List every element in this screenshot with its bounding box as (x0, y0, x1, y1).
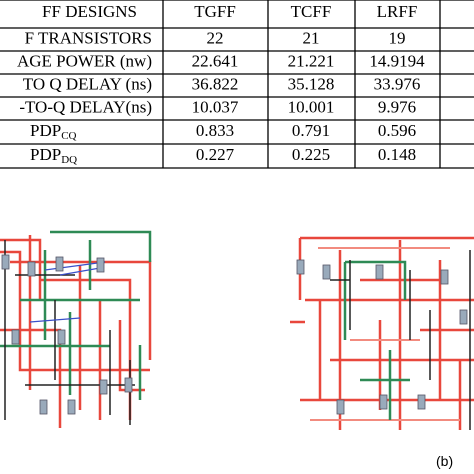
row-label-text: TO Q DELAY (ns) (23, 74, 152, 93)
table-cell: 21 (303, 28, 320, 47)
table-cell: 21.221 (288, 51, 335, 70)
table-cell: 10.001 (288, 97, 335, 116)
circuit-b (290, 236, 474, 430)
table-cell: 0.225 (292, 145, 330, 164)
circuit-a (0, 230, 152, 428)
table-cell: 14.9194 (369, 51, 425, 70)
table-cell: 0.148 (378, 145, 416, 164)
table-cell: 22 (207, 28, 224, 47)
table-cell: 0.227 (196, 145, 235, 164)
row-label-text: -TO-Q DELAY(ns) (19, 97, 152, 116)
table-cell: 0.791 (292, 121, 330, 140)
table: FF DESIGNS TGFF TCFF LRFF F TRANSISTORS 22 21 1… (0, 0, 474, 169)
table-cell: 10.037 (192, 97, 239, 116)
row-label-sub: DQ (61, 154, 77, 166)
row-label: PDPDQ (30, 145, 77, 166)
table-cell: 35.128 (288, 74, 335, 93)
row-label: F TRANSISTORS (25, 28, 152, 47)
row-label: TO Q DELAY (ns) (23, 74, 152, 93)
row-label-sub: CQ (61, 130, 76, 142)
table-cell: 19 (389, 28, 406, 47)
table-cell: 0.596 (378, 121, 416, 140)
figure-label: (b) (436, 453, 453, 469)
header-cell: FF DESIGNS (42, 2, 137, 21)
row-label-text: AGE POWER (nw) (17, 51, 152, 70)
table-cell: 0.833 (196, 121, 234, 140)
table-cell: 22.641 (192, 51, 239, 70)
row-label-text: F TRANSISTORS (25, 28, 152, 47)
table-cell: 9.976 (378, 97, 416, 116)
row-label: -TO-Q DELAY(ns) (19, 97, 152, 116)
row-label: PDPCQ (30, 121, 77, 142)
header-cell: TCFF (291, 2, 332, 21)
row-label-text: PDP (30, 145, 61, 164)
row-label: AGE POWER (nw) (17, 51, 152, 70)
header-cell: TGFF (194, 2, 236, 21)
table-cell: 33.976 (374, 74, 421, 93)
header-cell: LRFF (377, 2, 418, 21)
row-label-text: PDP (30, 121, 61, 140)
table-cell: 36.822 (192, 74, 239, 93)
